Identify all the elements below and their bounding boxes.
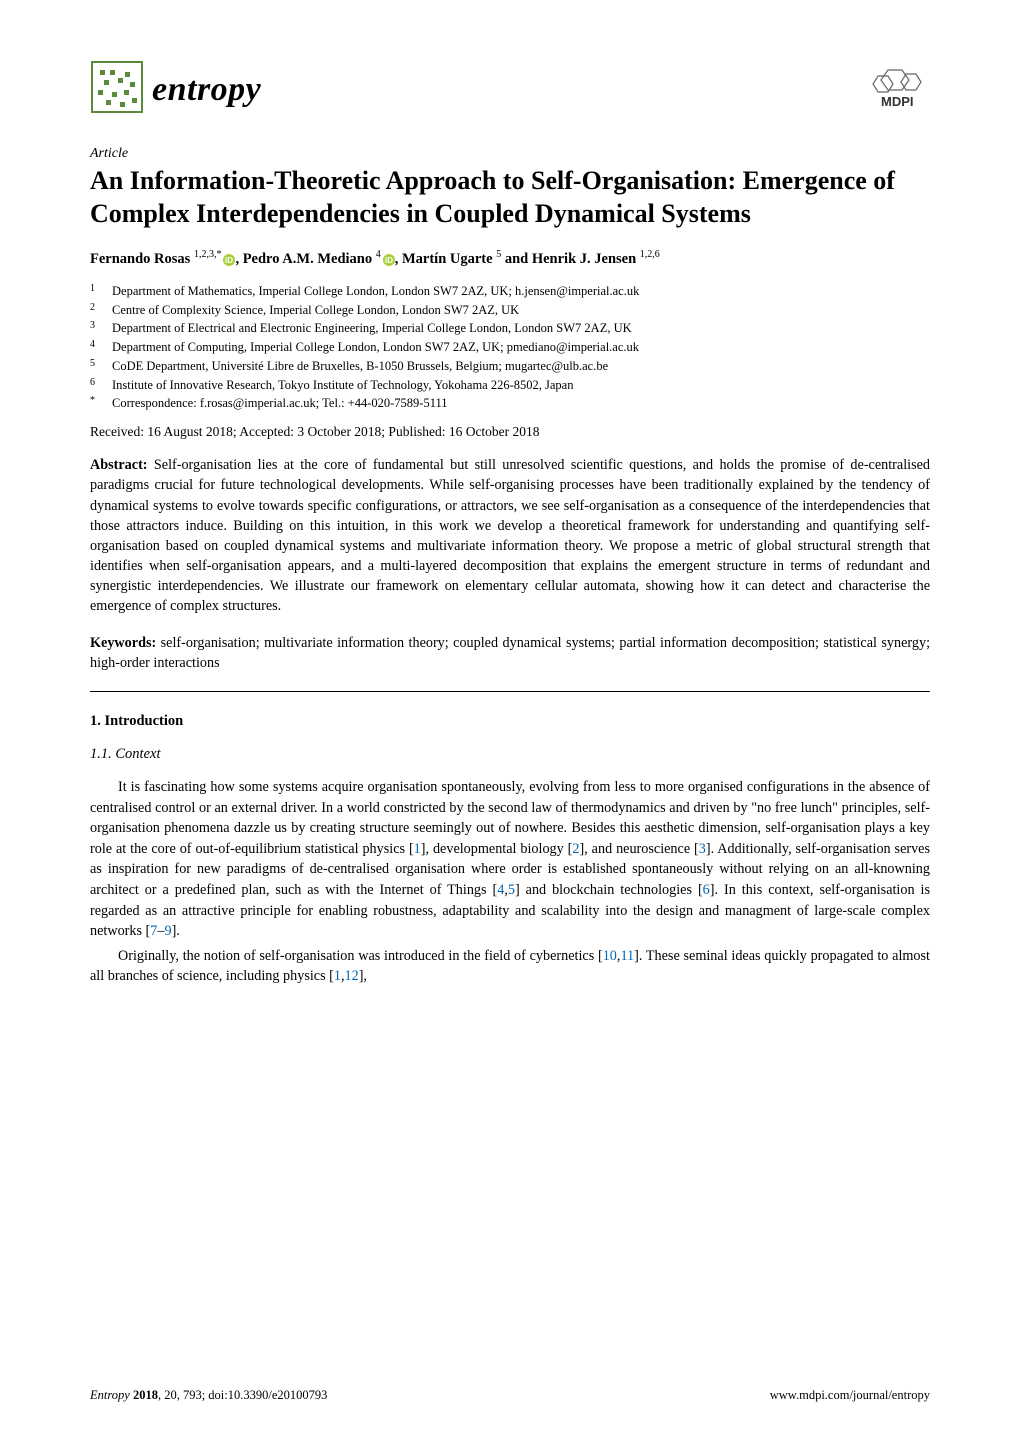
keywords: Keywords: self-organisation; multivariat… [90, 633, 930, 673]
citation[interactable]: 1 [334, 968, 341, 984]
citation[interactable]: 6 [703, 882, 710, 898]
journal-logo: entropy [90, 60, 261, 121]
footer-url[interactable]: www.mdpi.com/journal/entropy [770, 1387, 930, 1404]
svg-text:iD: iD [385, 256, 393, 265]
affiliation-row: * Correspondence: f.rosas@imperial.ac.uk;… [90, 394, 930, 413]
svg-text:iD: iD [225, 256, 233, 265]
author-affil-marks: 1,2,6 [640, 249, 660, 260]
affiliation-text: Department of Electrical and Electronic … [112, 319, 930, 338]
publisher-logo: MDPI [868, 66, 930, 115]
footer-citation: Entropy 2018, 20, 793; doi:10.3390/e2010… [90, 1387, 327, 1404]
header: entropy MDPI [90, 60, 930, 121]
keywords-label: Keywords: [90, 635, 156, 651]
author-name: Pedro A.M. Mediano [243, 251, 376, 267]
affiliations-list: 1 Department of Mathematics, Imperial Col… [90, 282, 930, 413]
citation[interactable]: 11 [620, 948, 634, 964]
author-name: Henrik J. Jensen [532, 251, 640, 267]
affiliation-text: Department of Mathematics, Imperial Coll… [112, 282, 930, 301]
affiliation-text: CoDE Department, Université Libre de Bru… [112, 357, 930, 376]
publisher-abbrev: MDPI [881, 94, 914, 108]
affiliation-text: Centre of Complexity Science, Imperial C… [112, 301, 930, 320]
citation[interactable]: 1 [414, 841, 421, 857]
affiliation-number: 2 [90, 300, 100, 319]
affiliation-number: 5 [90, 356, 100, 375]
journal-name: entropy [152, 67, 261, 113]
section-heading-1: 1. Introduction [90, 712, 930, 732]
affiliation-number: 1 [90, 281, 100, 300]
citation[interactable]: 9 [164, 923, 171, 939]
affiliation-number: 3 [90, 318, 100, 337]
affiliation-text: Correspondence: f.rosas@imperial.ac.uk; … [112, 394, 930, 413]
author-name: Martín Ugarte [402, 251, 496, 267]
keywords-text: self-organisation; multivariate informat… [90, 635, 930, 671]
citation[interactable]: 10 [603, 948, 617, 964]
body-paragraph-1: It is fascinating how some systems acqui… [90, 777, 930, 942]
section-divider [90, 691, 930, 692]
citation[interactable]: 5 [508, 882, 515, 898]
author-affil-marks: 1,2,3,* [194, 249, 222, 260]
entropy-logo-icon [90, 60, 144, 121]
affiliation-text: Institute of Innovative Research, Tokyo … [112, 376, 930, 395]
affiliation-number: 4 [90, 337, 100, 356]
article-title: An Information-Theoretic Approach to Sel… [90, 165, 930, 230]
affiliation-text: Department of Computing, Imperial Colleg… [112, 338, 930, 357]
affiliation-row: 6 Institute of Innovative Research, Tokyo… [90, 376, 930, 395]
authors-line: Fernando Rosas 1,2,3,*iD, Pedro A.M. Med… [90, 248, 930, 269]
affiliation-row: 2 Centre of Complexity Science, Imperial … [90, 301, 930, 320]
author-name: Fernando Rosas [90, 251, 194, 267]
affiliation-row: 3 Department of Electrical and Electronic… [90, 319, 930, 338]
affiliation-row: 4 Department of Computing, Imperial Colle… [90, 338, 930, 357]
orcid-icon[interactable]: iD [381, 251, 395, 267]
subsection-heading-1-1: 1.1. Context [90, 745, 930, 765]
abstract-label: Abstract: [90, 457, 148, 473]
orcid-icon[interactable]: iD [221, 251, 235, 267]
page-footer: Entropy 2018, 20, 793; doi:10.3390/e2010… [90, 1387, 930, 1404]
affiliation-number: 6 [90, 375, 100, 394]
article-dates: Received: 16 August 2018; Accepted: 3 Oc… [90, 423, 930, 441]
body-paragraph-2: Originally, the notion of self-organisat… [90, 946, 930, 987]
citation[interactable]: 3 [699, 841, 706, 857]
abstract-text: Self-organisation lies at the core of fu… [90, 457, 930, 614]
article-type-label: Article [90, 145, 930, 164]
affiliation-row: 5 CoDE Department, Université Libre de Br… [90, 357, 930, 376]
citation[interactable]: 12 [345, 968, 359, 984]
affiliation-row: 1 Department of Mathematics, Imperial Col… [90, 282, 930, 301]
author-affil-marks: 4 [376, 249, 381, 260]
affiliation-number: * [90, 393, 100, 412]
abstract: Abstract: Self-organisation lies at the … [90, 455, 930, 616]
